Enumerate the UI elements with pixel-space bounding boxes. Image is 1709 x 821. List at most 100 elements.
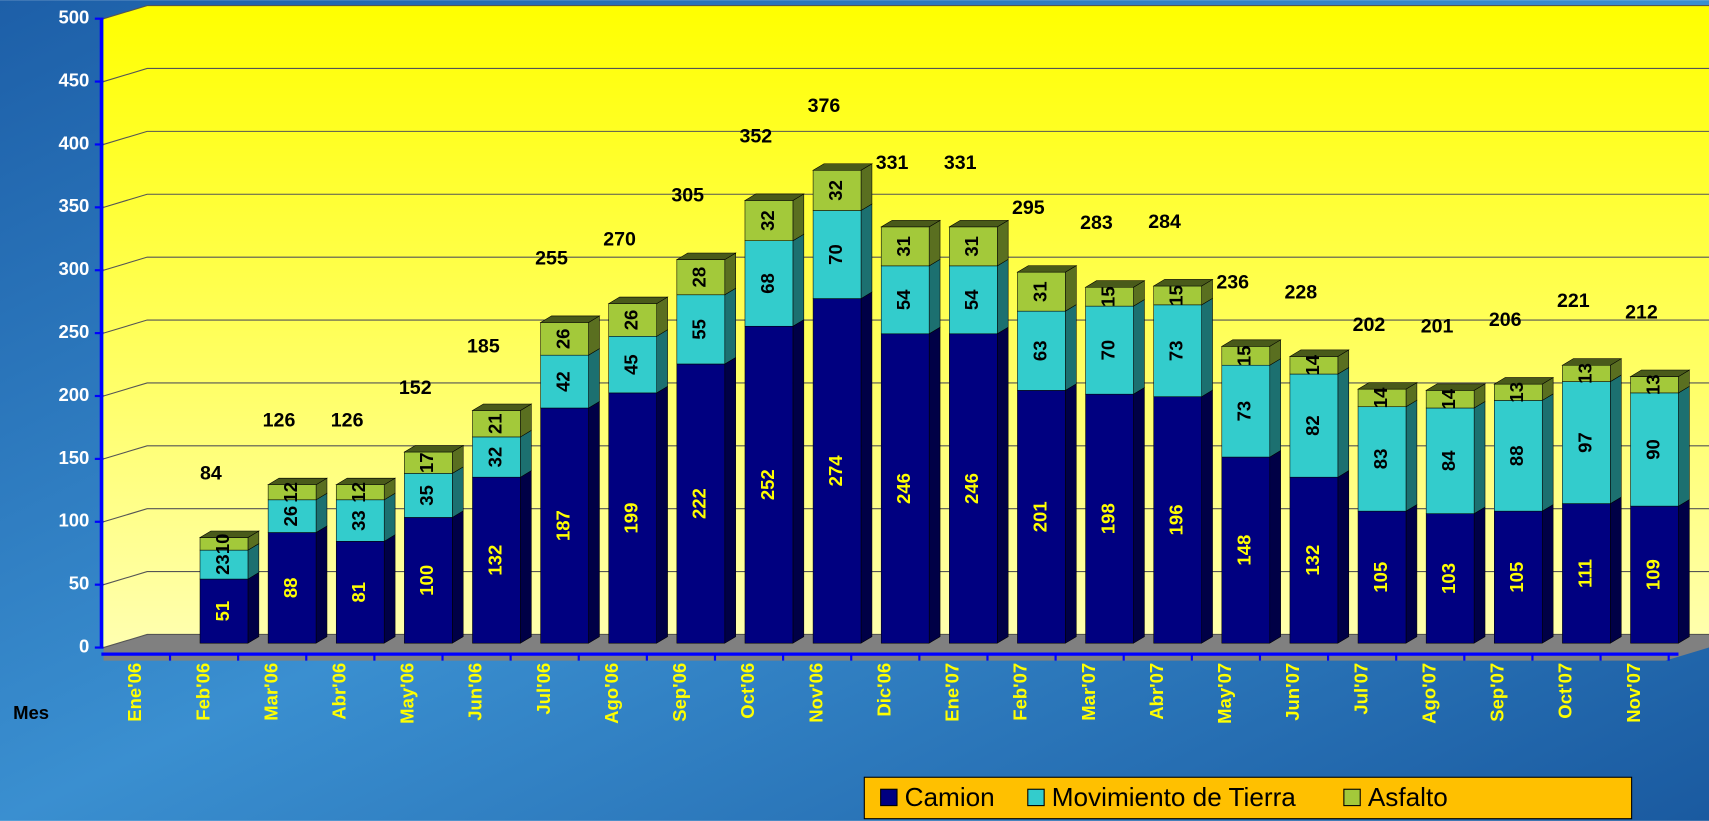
bar-side (860, 291, 873, 644)
bar-side (1269, 358, 1281, 458)
y-tick-label: 350 (58, 195, 89, 216)
value-label: 246 (893, 473, 914, 504)
bar-side (588, 348, 600, 409)
value-label: 105 (1506, 562, 1527, 593)
total-label: 221 (1557, 290, 1590, 312)
value-label: 97 (1574, 432, 1595, 453)
bar-side (1337, 470, 1350, 644)
bar-side (1678, 499, 1690, 644)
bar (1085, 305, 1134, 395)
x-tick-label: Feb'07 (1010, 663, 1031, 721)
bar-side (452, 466, 464, 518)
bar-side (1405, 504, 1418, 644)
bar (540, 407, 589, 644)
bar-top (1493, 377, 1555, 385)
bar-side (1201, 389, 1213, 644)
grid-line (103, 193, 1709, 208)
value-label: 51 (212, 601, 233, 622)
bar-side (1405, 399, 1418, 512)
x-tick-label: Sep'07 (1487, 663, 1508, 722)
x-tick-label: Oct'06 (737, 663, 758, 719)
bar-side (520, 470, 532, 644)
bar-side (860, 203, 873, 300)
bar (676, 363, 726, 644)
bar-side (1065, 304, 1077, 391)
bar (540, 322, 589, 356)
bar (1017, 390, 1066, 644)
bar-side (1133, 299, 1145, 395)
bar-top (471, 403, 533, 411)
value-label: 73 (1166, 340, 1187, 361)
legend-label: Movimiento de Tierra (1052, 782, 1297, 812)
grid-line (103, 67, 1709, 83)
value-label: 13 (1574, 363, 1595, 384)
bar (199, 549, 249, 580)
bar (1425, 407, 1475, 514)
bar (199, 578, 249, 644)
total-label: 352 (740, 125, 773, 147)
y-tick-label: 400 (58, 132, 89, 153)
x-tick-label: Mar'06 (260, 663, 281, 721)
value-label: 88 (280, 578, 301, 599)
bar-top (267, 477, 328, 485)
x-tick-label: Dic'06 (873, 663, 894, 717)
x-tick-label: Sep'06 (669, 663, 690, 722)
bar-side (315, 492, 328, 533)
bar-top (1629, 369, 1691, 377)
value-label: 82 (1302, 415, 1323, 436)
bar-top (743, 193, 805, 201)
bar (540, 354, 589, 409)
y-tick-label: 100 (58, 510, 89, 531)
value-label: 12 (348, 482, 369, 503)
bar (949, 333, 998, 644)
bar (1153, 396, 1202, 644)
y-tick-label: 250 (58, 321, 89, 342)
value-label: 13 (1642, 374, 1663, 395)
total-label: 236 (1216, 271, 1249, 293)
value-label: 70 (825, 244, 846, 265)
legend-swatch (1343, 788, 1361, 807)
bar-top (1357, 382, 1418, 390)
total-label: 284 (1148, 211, 1181, 233)
bar-side (724, 287, 736, 365)
bar-top (1152, 279, 1214, 287)
bar-side (656, 385, 668, 644)
value-label: 222 (689, 488, 710, 519)
value-label: 33 (348, 510, 369, 531)
bar-side (1541, 504, 1554, 644)
bar (1289, 373, 1339, 478)
bar-top (1220, 339, 1282, 347)
value-label: 111 (1574, 559, 1595, 588)
value-label: 32 (825, 180, 846, 201)
bar (267, 532, 317, 644)
value-label: 32 (484, 447, 505, 468)
bar-side (1541, 393, 1554, 512)
y-tick-label: 0 (79, 635, 89, 656)
total-label: 295 (1012, 197, 1045, 219)
total-label: 202 (1353, 314, 1386, 336)
value-label: 14 (1438, 388, 1459, 409)
bar-side (724, 252, 736, 296)
total-label: 126 (331, 410, 364, 432)
bar-top (1561, 358, 1623, 366)
value-label: 132 (484, 545, 505, 576)
bar-side (247, 572, 260, 644)
y-tick-label: 150 (58, 447, 89, 468)
bar (472, 436, 521, 478)
value-label: 84 (1438, 450, 1459, 471)
bar-top (812, 163, 873, 171)
bar-side (928, 258, 941, 335)
legend-label: Camion (905, 782, 995, 812)
x-tick-label: Jun'06 (465, 663, 486, 721)
legend-swatch (1027, 788, 1045, 807)
total-label: 331 (876, 152, 909, 174)
x-tick-label: Nov'06 (805, 663, 826, 723)
x-tick-label: Ago'07 (1418, 663, 1439, 724)
bar (1357, 406, 1407, 512)
bar-side (928, 219, 941, 267)
value-label: 252 (757, 469, 778, 500)
bar (1221, 364, 1271, 458)
total-label: 212 (1625, 302, 1658, 324)
bar (1630, 505, 1679, 644)
bar-top (675, 252, 737, 260)
